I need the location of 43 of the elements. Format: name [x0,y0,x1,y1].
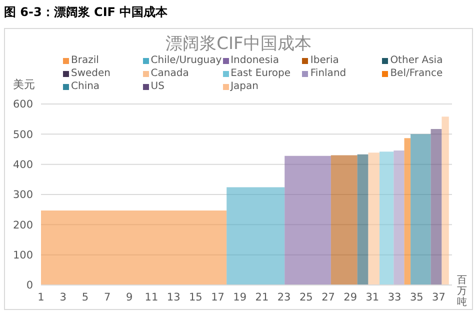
x-tick-label: 23 [277,291,291,304]
x-tick-label: 1 [38,291,44,304]
legend-label: East Europe [230,68,291,79]
y-tick-label: 600 [12,98,33,111]
x-tick-label: 29 [344,291,358,304]
x-tick-label: 7 [104,291,111,304]
x-tick-label: 21 [255,291,269,304]
x-tick-label: 25 [299,291,313,304]
y-tick-label: 0 [26,280,33,292]
x-tick-label: 35 [410,291,424,304]
x-tick-label: 27 [322,291,335,304]
y-tick-label: 300 [12,189,33,202]
x-tick-label: 33 [388,291,402,304]
legend-label: Bel/France [390,68,443,79]
legend-label: Finland [310,68,346,79]
y-axis-title: 美元 [13,77,35,92]
chart-title: 图 6-3：漂阔浆 CIF 中国成本 [4,4,168,21]
legend-label: China [71,81,100,92]
legend-label: Chile/Uruguay [150,55,222,66]
y-tick-label: 200 [12,219,33,232]
x-tick-label: 3 [60,291,66,304]
x-tick-label: 15 [188,291,202,304]
y-tick-label: 100 [12,250,33,262]
x-tick-label: 5 [82,291,89,304]
y-tick-label: 400 [12,159,33,172]
x-tick-label: 11 [144,291,158,304]
x-tick-label: 31 [366,291,380,304]
x-tick-label: 37 [432,291,446,304]
x-axis-title: 百万吨 [457,275,468,308]
legend-label: Indonesia [230,55,279,66]
y-tick-label: 500 [12,128,33,141]
legend-label: Brazil [71,55,99,66]
legend-label: Other Asia [390,55,443,66]
x-tick-label: 13 [166,291,180,304]
legend-label: Canada [150,68,189,79]
x-tick-label: 9 [126,291,133,304]
x-tick-label: 19 [233,291,247,304]
legend-label: Iberia [310,55,339,66]
x-tick-label: 17 [211,291,224,304]
legend-label: Japan [230,81,258,92]
chart-subtitle: 漂阔浆CIF中国成本 [164,33,312,55]
legend-label: Sweden [71,68,111,79]
legend-label: US [150,81,164,92]
